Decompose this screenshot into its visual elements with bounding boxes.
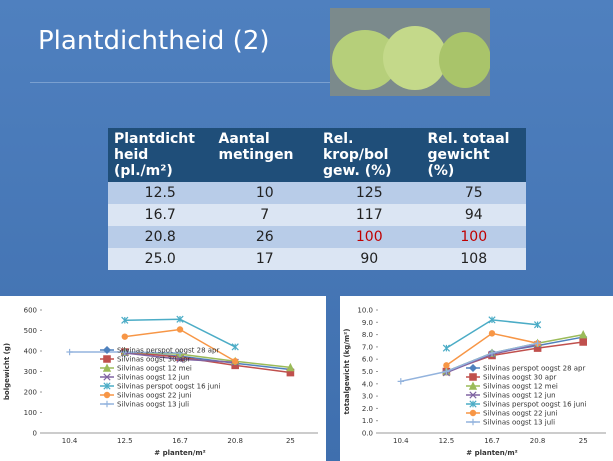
legend-marker: [470, 410, 476, 416]
legend-label: Silvinas oogst 13 juli: [117, 401, 189, 409]
cell: 100: [422, 226, 527, 248]
legend-label: Silvinas oogst 12 mei: [117, 365, 192, 373]
legend-label: Silvinas oogst 12 mei: [483, 383, 558, 391]
title-rule: [30, 82, 330, 83]
col-header: Rel. totaal gewicht (%): [422, 128, 527, 182]
cell: 90: [317, 248, 422, 270]
cell: 16.7: [108, 204, 213, 226]
cell: 94: [422, 204, 527, 226]
y-tick-label: 200: [24, 389, 37, 397]
point: [287, 364, 293, 370]
legend-label: Silvinas perspot oogst 28 apr: [483, 365, 585, 373]
y-tick-label: 6.0: [362, 356, 373, 364]
x-tick-label: 12.5: [439, 437, 455, 445]
slide-title: Plantdichtheid (2): [38, 26, 270, 56]
legend-label: Silvinas oogst 30 apr: [117, 356, 191, 364]
y-tick-label: 400: [24, 348, 37, 356]
x-tick-label: 12.5: [117, 437, 133, 445]
y-tick-label: 5.0: [362, 368, 373, 376]
point: [177, 326, 183, 332]
cell: 75: [422, 182, 527, 204]
series-line: [125, 319, 235, 347]
point: [489, 330, 495, 336]
lettuce-photo: [330, 8, 490, 96]
legend-marker: [470, 374, 476, 380]
y-tick-label: 0: [33, 430, 37, 438]
legend-marker: [470, 419, 476, 425]
y-axis-label: totaalgewicht (kg/m²): [343, 329, 351, 415]
legend-label: Silvinas oogst 22 juni: [483, 410, 558, 418]
legend-label: Silvinas oogst 13 juli: [483, 419, 555, 427]
point: [122, 333, 128, 339]
chart: 0.0 1.0 2.0 3.0 4.0 5.0 6.0 7.0 8.0 9.0 10.0 10.4 12…: [340, 296, 613, 461]
point: [443, 362, 449, 368]
point: [398, 378, 404, 384]
x-tick-label: 25: [579, 437, 588, 445]
x-tick-label: 10.4: [393, 437, 409, 445]
col-header: Aantal metingen: [213, 128, 318, 182]
point: [580, 331, 586, 337]
x-tick-label: 20.8: [530, 437, 546, 445]
chart: 0 100 200 300 400 500 600 10.4 12.5 16.7 20.8 25 # p…: [0, 296, 326, 461]
y-tick-label: 8.0: [362, 331, 373, 339]
legend-label: Silvinas oogst 12 jun: [117, 374, 190, 382]
legend-marker: [104, 365, 110, 371]
col-header: Rel. krop/bol gew. (%): [317, 128, 422, 182]
point: [580, 339, 586, 345]
legend-label: Silvinas perspot oogst 16 juni: [483, 401, 587, 409]
cell: 10: [213, 182, 318, 204]
col-header: Plantdicht heid (pl./m²): [108, 128, 213, 182]
y-tick-label: 100: [24, 409, 37, 417]
legend-label: Silvinas oogst 22 juni: [117, 392, 192, 400]
point: [443, 345, 449, 351]
point: [232, 344, 238, 350]
x-tick-label: 16.7: [172, 437, 188, 445]
cell: 17: [213, 248, 318, 270]
cell: 125: [317, 182, 422, 204]
legend-marker: [470, 365, 476, 371]
x-tick-label: 25: [286, 437, 295, 445]
point: [66, 349, 72, 355]
slide: Plantdichtheid (2) Plantdicht heid (pl./…: [0, 0, 613, 461]
y-tick-label: 3.0: [362, 393, 373, 401]
y-tick-label: 10.0: [357, 307, 373, 315]
cell: 100: [317, 226, 422, 248]
x-tick-label: 20.8: [227, 437, 243, 445]
cell: 12.5: [108, 182, 213, 204]
y-tick-label: 4.0: [362, 380, 373, 388]
y-tick-label: 9.0: [362, 319, 373, 327]
legend-label: Silvinas oogst 12 jun: [483, 392, 556, 400]
legend-marker: [104, 356, 110, 362]
legend-label: Silvinas perspot oogst 16 juni: [117, 383, 221, 391]
x-axis-label: # planten/m²: [154, 449, 205, 457]
point: [232, 358, 238, 364]
legend-label: Silvinas perspot oogst 28 apr: [117, 347, 219, 355]
cell: 25.0: [108, 248, 213, 270]
x-axis-label: # planten/m²: [466, 449, 517, 457]
y-tick-label: 1.0: [362, 417, 373, 425]
y-tick-label: 300: [24, 368, 37, 376]
y-tick-label: 2.0: [362, 405, 373, 413]
legend-label: Silvinas oogst 30 apr: [483, 374, 557, 382]
legend-marker: [104, 401, 110, 407]
cell: 20.8: [108, 226, 213, 248]
cell: 7: [213, 204, 318, 226]
legend-marker: [104, 392, 110, 398]
y-tick-label: 0.0: [362, 430, 373, 438]
x-tick-label: 16.7: [484, 437, 500, 445]
y-tick-label: 500: [24, 327, 37, 335]
legend-marker: [470, 383, 476, 389]
cell: 108: [422, 248, 527, 270]
cell: 26: [213, 226, 318, 248]
x-tick-label: 10.4: [62, 437, 78, 445]
y-axis-label: bolgewicht (g): [3, 343, 11, 400]
y-tick-label: 7.0: [362, 343, 373, 351]
y-tick-label: 600: [24, 307, 37, 315]
cell: 117: [317, 204, 422, 226]
